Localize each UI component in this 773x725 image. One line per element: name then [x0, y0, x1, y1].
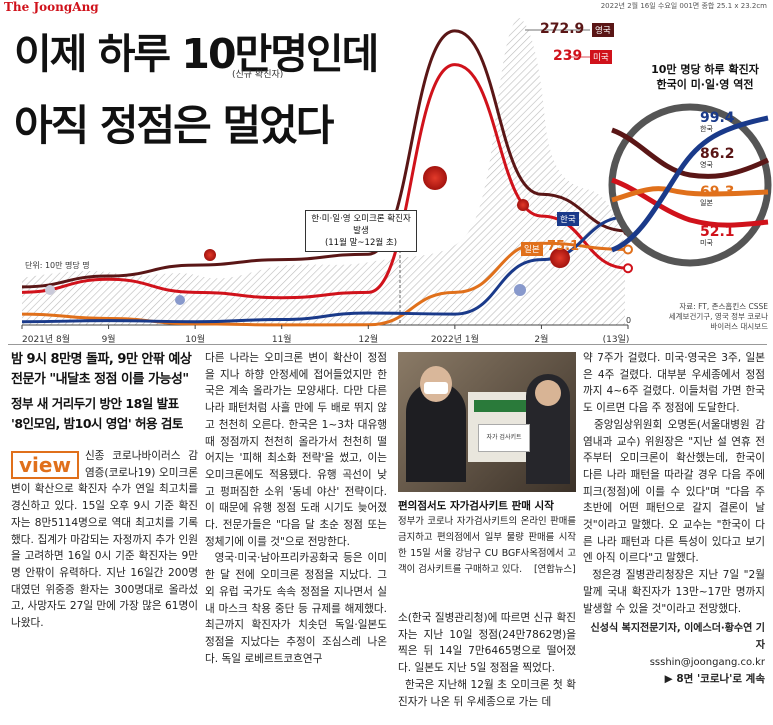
- panel-label-kr: 한국: [700, 125, 713, 133]
- panel-value-uk: 86.2: [700, 146, 735, 162]
- panel-item-jp: 69.3 일본: [700, 184, 762, 208]
- headline-line1: 이제 하루 10만명인데: [14, 30, 379, 78]
- photo-sign: 자가 검사키트: [478, 424, 530, 452]
- magnifier-panel: [608, 103, 772, 267]
- panel-title: 10만 명당 하루 확진자 한국이 미·일·영 역전: [651, 63, 759, 91]
- col1-body: 신종 코로나바이러스 감염증(코로나19) 오미크론 변이 확산으로 확진자 수…: [11, 450, 198, 630]
- x-tick-label: 12월: [358, 333, 378, 345]
- zero-label: 0: [626, 316, 632, 325]
- dateline: 2022년 2월 16일 수요일 001면 종합 25.1 x 23.2cm: [600, 2, 767, 10]
- view-badge: view: [11, 451, 79, 479]
- uk-peak-value: 272.9: [540, 21, 585, 37]
- us-peak-label: 미국: [590, 50, 612, 64]
- x-tick-label: 2022년 1월: [431, 333, 479, 345]
- series-line-미국: [21, 63, 629, 300]
- article-column-2: 다른 나라는 오미크론 변이 확산이 정점을 지나 하향 안정세에 접어들었지만…: [205, 352, 387, 665]
- byline: 신성식 복지전문기자, 이에스더·황수연 기자: [590, 623, 765, 651]
- masthead-logo: The JoongAng: [4, 0, 99, 14]
- jp-value: 75.1: [547, 239, 580, 254]
- section-divider: [8, 344, 767, 345]
- chart-annotation: 한·미·일·영 오미크론 확진자 발생 (11월 말~12월 초): [305, 210, 417, 252]
- col4-body: 약 7주가 걸렸다. 미국·영국은 3주, 일본은 4주 걸렸다. 대부분 우세…: [583, 352, 765, 615]
- continued-link[interactable]: ▶ 8면 '코로나'로 계속: [664, 673, 765, 686]
- panel-label-uk: 영국: [700, 161, 713, 169]
- panel-value-jp: 69.3: [700, 184, 735, 200]
- uk-area: [22, 18, 625, 325]
- x-tick-label: 10월: [185, 333, 205, 345]
- panel-value-us: 52.1: [700, 224, 735, 240]
- x-tick-label: 2월: [534, 333, 548, 345]
- news-photo: 자가 검사키트: [398, 352, 576, 492]
- panel-value-kr: 99.4: [700, 110, 735, 126]
- x-tick-label: (13일): [603, 334, 630, 345]
- panel-label-jp: 일본: [700, 199, 713, 207]
- x-tick-label: 11월: [272, 333, 292, 345]
- article-column-4: 약 7주가 걸렸다. 미국·영국은 3주, 일본은 4주 걸렸다. 대부분 우세…: [583, 350, 765, 688]
- headline-tag: (신규 확진자): [232, 70, 284, 80]
- chart-source: 자료: FT, 존스홉킨스 CSSE 세계보건기구, 영국 정부 코로나 바이러…: [668, 302, 768, 331]
- deck-2: 정부 새 거리두기 방안 18일 발표 '8인모임, 밤10시 영업' 허용 검…: [11, 396, 183, 431]
- x-tick-label: 2021년 8월: [22, 333, 70, 345]
- deck-1: 밤 9시 8만명 돌파, 9만 안팎 예상 전문가 "내달초 정점 이를 가능성…: [11, 352, 192, 387]
- uk-peak-label: 영국: [592, 23, 614, 37]
- kr-label: 한국: [557, 212, 579, 226]
- series-point-일본: [623, 244, 633, 255]
- series-line-한국: [21, 215, 629, 324]
- series-line-영국: [21, 29, 629, 289]
- article-column-3: 소(한국 질병관리청)에 따르면 신규 확진자는 지난 10일 정점(24만78…: [398, 612, 576, 708]
- us-peak-value: 239: [553, 48, 583, 64]
- annotation-line1: 한·미·일·영 오미크론 확진자 발생: [311, 214, 411, 236]
- chart-unit-label: 단위: 10만 명당 명: [25, 261, 90, 270]
- photo-caption: 정부가 코로나 자가검사키트의 온라인 판매를 금지하고 편의점에서 일부 물량…: [398, 516, 576, 575]
- photo-caption-title: 편의점서도 자가검사키트 판매 시작: [398, 500, 554, 512]
- jp-label: 일본: [521, 242, 543, 256]
- series-point-미국: [623, 263, 633, 274]
- panel-item-kr: 99.4 한국: [700, 110, 762, 134]
- panel-item-us: 52.1 미국: [700, 224, 762, 248]
- annotation-line2: (11월 말~12월 초): [324, 238, 398, 248]
- panel-item-uk: 86.2 영국: [700, 146, 762, 170]
- article-column-1: 밤 9시 8만명 돌파, 9만 안팎 예상 전문가 "내달초 정점 이를 가능성…: [11, 350, 198, 632]
- panel-label-us: 미국: [700, 239, 713, 247]
- x-tick-label: 9월: [102, 333, 116, 345]
- byline-email: ssshin@joongang.co.kr: [649, 656, 765, 668]
- covid-chart: 2021년 8월 9월 10월 11월 12월 2022년 1월 2월 (13일): [21, 18, 772, 345]
- headline-line2: 아직 정점은 멀었다: [14, 101, 334, 150]
